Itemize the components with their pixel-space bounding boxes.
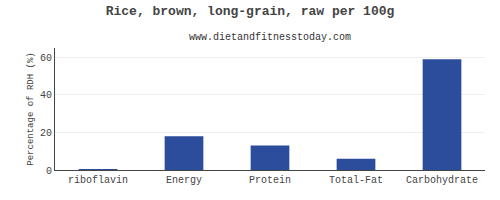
svg-text:riboflavin: riboflavin	[68, 175, 128, 186]
svg-text:60: 60	[40, 53, 52, 64]
svg-text:Total-Fat: Total-Fat	[329, 175, 383, 186]
svg-text:Carbohydrate: Carbohydrate	[406, 175, 478, 186]
svg-text:0: 0	[46, 166, 52, 177]
svg-text:40: 40	[40, 90, 52, 101]
svg-text:Percentage of RDH (%): Percentage of RDH (%)	[26, 52, 36, 165]
svg-text:Rice, brown, long-grain, raw p: Rice, brown, long-grain, raw per 100g	[106, 4, 395, 19]
svg-text:Energy: Energy	[166, 175, 202, 186]
svg-text:20: 20	[40, 128, 52, 139]
svg-text:Protein: Protein	[249, 175, 291, 186]
svg-text:www.dietandfitnesstoday.com: www.dietandfitnesstoday.com	[189, 32, 351, 43]
